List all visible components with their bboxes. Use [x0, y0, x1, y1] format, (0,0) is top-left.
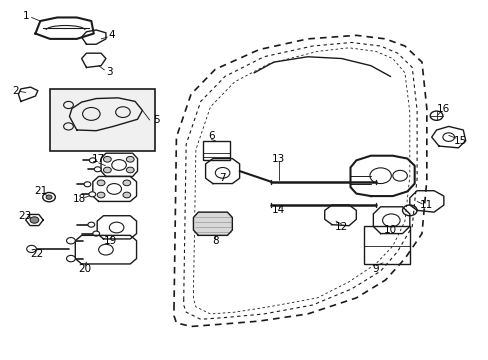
Text: 15: 15: [453, 136, 467, 146]
Text: 21: 21: [35, 186, 48, 196]
Text: 6: 6: [208, 131, 214, 141]
Text: 7: 7: [219, 173, 225, 183]
Bar: [203, 141, 229, 160]
Circle shape: [66, 238, 75, 244]
Text: 8: 8: [212, 236, 218, 246]
Circle shape: [93, 231, 100, 236]
Text: 20: 20: [78, 264, 91, 274]
Text: 2: 2: [13, 86, 19, 96]
Circle shape: [126, 157, 134, 162]
Text: 5: 5: [152, 115, 159, 125]
Text: 11: 11: [419, 200, 432, 210]
Bar: [50, 89, 154, 152]
Circle shape: [126, 167, 134, 173]
Circle shape: [103, 157, 111, 162]
Circle shape: [84, 182, 91, 187]
Circle shape: [88, 222, 95, 227]
Text: 9: 9: [372, 264, 378, 274]
Bar: [363, 226, 409, 264]
Text: 1: 1: [22, 11, 29, 21]
Polygon shape: [193, 212, 232, 235]
Text: 12: 12: [334, 222, 347, 232]
Text: 23: 23: [18, 211, 31, 221]
Text: 3: 3: [106, 67, 112, 77]
Text: 4: 4: [109, 30, 115, 40]
Circle shape: [97, 180, 105, 186]
Text: 19: 19: [104, 237, 117, 247]
Circle shape: [46, 195, 52, 199]
Circle shape: [97, 192, 105, 198]
Circle shape: [103, 167, 111, 173]
Text: 22: 22: [30, 249, 43, 258]
Circle shape: [89, 158, 96, 163]
Text: 10: 10: [383, 225, 396, 235]
Text: 14: 14: [271, 205, 285, 215]
Circle shape: [30, 217, 39, 223]
Circle shape: [122, 180, 130, 186]
Text: 16: 16: [436, 104, 449, 114]
Text: 18: 18: [72, 194, 85, 203]
Circle shape: [89, 192, 96, 197]
Circle shape: [122, 192, 130, 198]
Text: 17: 17: [92, 154, 105, 164]
Circle shape: [94, 167, 101, 172]
Circle shape: [27, 246, 36, 252]
Circle shape: [66, 255, 75, 262]
Text: 13: 13: [271, 154, 285, 163]
